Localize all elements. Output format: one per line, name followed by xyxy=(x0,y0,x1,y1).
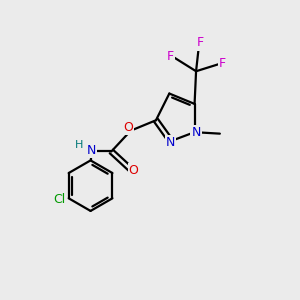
Text: H: H xyxy=(75,140,83,150)
Text: F: F xyxy=(167,50,174,63)
Text: N: N xyxy=(86,144,96,157)
Text: O: O xyxy=(129,164,139,177)
Text: O: O xyxy=(123,121,133,134)
Text: F: F xyxy=(219,57,226,70)
Text: Cl: Cl xyxy=(53,193,65,206)
Text: F: F xyxy=(197,37,204,50)
Text: N: N xyxy=(191,126,201,139)
Text: N: N xyxy=(166,136,175,149)
